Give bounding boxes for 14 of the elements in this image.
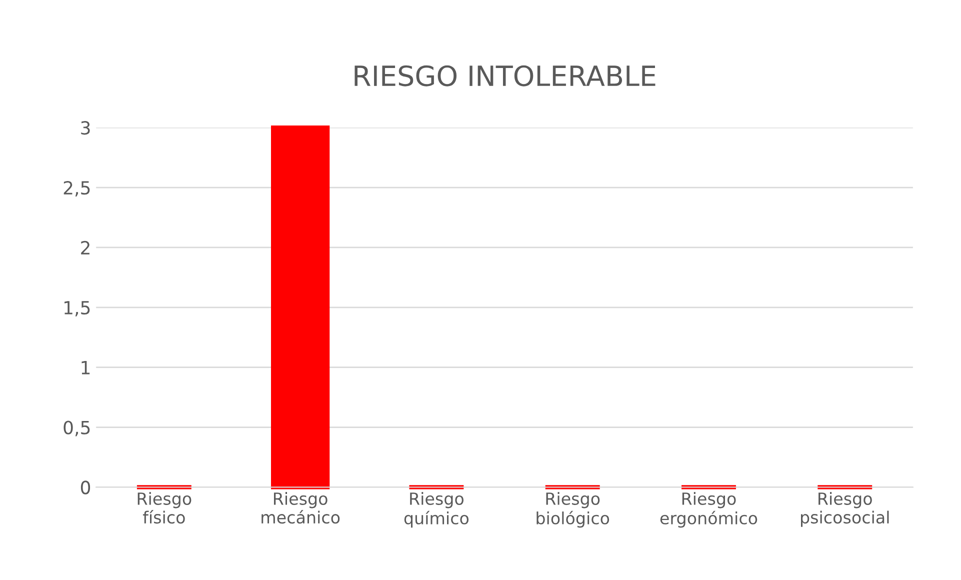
x-tick-label: Riesgo físico — [138, 492, 192, 524]
chart-title: RIESGO INTOLERABLE — [354, 65, 656, 86]
x-tick-label: Riesgo biológico — [536, 492, 610, 528]
x-tick-label: Riesgo psicosocial — [801, 492, 889, 527]
y-tick-label: 1,5 — [64, 301, 90, 316]
y-tick-label: 0 — [80, 480, 90, 494]
x-tick-label: Riesgo mecánico — [262, 492, 340, 524]
y-tick-label: 3 — [81, 121, 90, 135]
y-tick-label: 1 — [82, 361, 90, 374]
y-tick-label: 2 — [81, 240, 90, 254]
y-tick-label: 0,5 — [64, 420, 90, 436]
y-tick-label: 2,5 — [64, 180, 90, 196]
x-tick-label: Riesgo químico — [404, 492, 469, 528]
x-tick-label: Riesgo ergonómico — [660, 492, 758, 528]
